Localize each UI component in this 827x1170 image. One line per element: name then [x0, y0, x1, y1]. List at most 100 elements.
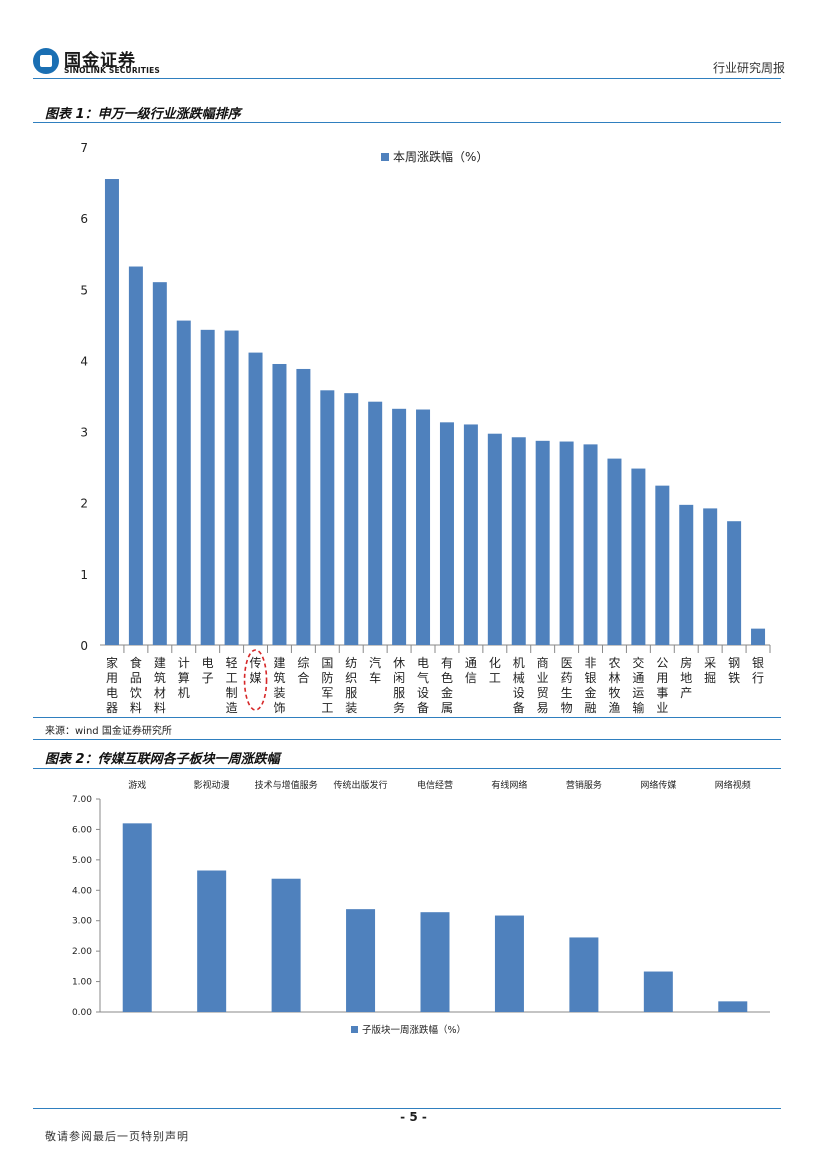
bar-电子: [200, 329, 215, 645]
company-logo-icon: [33, 48, 59, 74]
x-tick-label-char: 色: [441, 671, 453, 685]
y-tick-label: 2: [80, 497, 88, 511]
x-tick-label-char: 机: [178, 686, 190, 700]
figure2-top-rule: [33, 739, 781, 740]
category-label: 有线网络: [491, 779, 527, 791]
bar-游戏: [122, 823, 152, 1012]
bar-技术与增值服务: [271, 878, 301, 1012]
y-tick-label: 7.00: [72, 795, 92, 805]
x-tick-label-char: 金: [441, 685, 453, 700]
y-tick-label: 6: [80, 212, 88, 226]
x-tick-label-char: 掘: [704, 670, 716, 685]
bar-采掘: [703, 508, 718, 645]
legend-swatch: [351, 1026, 358, 1033]
x-tick-label-char: 易: [537, 701, 549, 715]
category-label: 影视动漫: [194, 779, 230, 791]
x-tick-label-char: 电: [202, 656, 214, 670]
header-divider: [33, 78, 781, 79]
x-tick-label-char: 化: [489, 656, 501, 670]
figure2-title-rule: [33, 768, 781, 769]
x-tick-label-char: 务: [393, 700, 405, 715]
bar-房地产: [679, 504, 694, 645]
x-tick-label-char: 机: [513, 656, 525, 670]
figure1-bar-chart: 01234567家用电器食品饮料建筑材料计算机电子轻工制造传媒建筑装饰综合国防军…: [80, 141, 771, 715]
x-tick-label-char: 业: [537, 671, 549, 685]
x-tick-label-char: 交: [632, 655, 644, 670]
legend-label: 子版块一周涨跌幅（%）: [362, 1024, 466, 1036]
x-tick-label-char: 医: [561, 656, 573, 670]
y-tick-label: 6.00: [72, 825, 92, 835]
bar-综合: [296, 368, 311, 645]
bar-医药生物: [559, 441, 574, 645]
figure2-bar-chart: 0.00 1.00 2.00 3.00 4.00 5.00 6.00 7.00 游戏 影视动漫 技术…: [72, 779, 770, 1036]
x-tick-label-char: 业: [656, 701, 668, 715]
x-tick-label-char: 钢: [728, 656, 740, 670]
category-label: 网络传媒: [640, 779, 676, 791]
y-tick-label: 1: [80, 568, 88, 582]
bar-通信: [463, 424, 478, 645]
bar-传统出版发行: [346, 909, 376, 1012]
bar-交通运输: [631, 468, 646, 645]
x-tick-label-char: 饮: [130, 686, 142, 700]
x-tick-label-char: 商: [537, 655, 549, 670]
x-tick-label-char: 防: [321, 670, 333, 685]
bar-纺织服装: [344, 393, 359, 645]
x-tick-label-char: 地: [680, 671, 692, 685]
category-label: 游戏: [128, 779, 146, 791]
figure1-bottom-rule: [33, 717, 781, 718]
x-tick-label-char: 事: [656, 686, 668, 700]
x-tick-label-char: 国: [321, 656, 333, 670]
x-tick-label-char: 牧: [608, 686, 620, 700]
x-tick-label-char: 器: [106, 701, 118, 715]
bar-食品饮料: [128, 266, 143, 645]
x-tick-label-char: 算: [178, 670, 190, 685]
x-tick-label-char: 织: [345, 671, 357, 685]
y-tick-label: 0.00: [72, 1008, 92, 1018]
x-tick-label-char: 轻: [226, 656, 238, 670]
bar-汽车: [368, 401, 383, 645]
y-tick-label: 3: [80, 426, 88, 440]
bar-营销服务: [569, 937, 599, 1012]
y-tick-label: 4: [80, 354, 88, 368]
disclaimer-note: 敬请参阅最后一页特别声明: [45, 1130, 189, 1143]
x-tick-label-char: 建: [154, 656, 166, 670]
bar-银行: [751, 628, 766, 645]
x-tick-label-char: 制: [226, 686, 238, 700]
bar-影视动漫: [197, 870, 227, 1012]
x-tick-label-char: 渔: [608, 701, 620, 715]
x-tick-label-char: 运: [632, 686, 644, 700]
x-tick-label-char: 食: [130, 655, 142, 670]
x-tick-label-char: 工: [321, 701, 333, 715]
x-tick-label-char: 输: [632, 700, 644, 715]
x-tick-label-char: 械: [513, 670, 525, 685]
x-tick-label-char: 备: [417, 701, 429, 715]
page-number: - 5 -: [400, 1110, 427, 1124]
x-tick-label-char: 通: [632, 671, 644, 685]
bar-钢铁: [727, 521, 742, 645]
report-type: 行业研究周报: [712, 61, 785, 75]
x-tick-label-char: 电: [106, 686, 118, 700]
x-tick-label-char: 银: [585, 671, 597, 685]
x-tick-label-char: 林: [608, 671, 620, 685]
x-tick-label-char: 设: [513, 686, 525, 700]
company-name-en: SINOLINK SECURITIES: [64, 66, 161, 75]
x-tick-label-char: 公: [656, 656, 668, 670]
bar-非银金融: [583, 444, 598, 645]
x-tick-label-char: 产: [680, 686, 692, 700]
x-tick-label-char: 饰: [273, 701, 285, 715]
bar-商业贸易: [535, 440, 550, 645]
footer-rule: [33, 1108, 781, 1109]
x-tick-label-char: 料: [130, 701, 142, 715]
x-tick-label-char: 生: [561, 686, 573, 700]
x-tick-label-char: 汽: [369, 655, 381, 670]
category-label: 营销服务: [566, 779, 602, 791]
category-label: 传统出版发行: [334, 779, 388, 791]
bar-建筑材料: [152, 282, 167, 645]
x-tick-label-char: 行: [752, 671, 764, 685]
x-tick-label-char: 用: [106, 671, 118, 685]
x-tick-label-char: 农: [608, 656, 620, 670]
bar-休闲服务: [392, 408, 407, 645]
x-tick-label-char: 备: [513, 701, 525, 715]
x-tick-label-char: 纺: [345, 656, 357, 670]
y-tick-label: 5.00: [72, 856, 92, 866]
